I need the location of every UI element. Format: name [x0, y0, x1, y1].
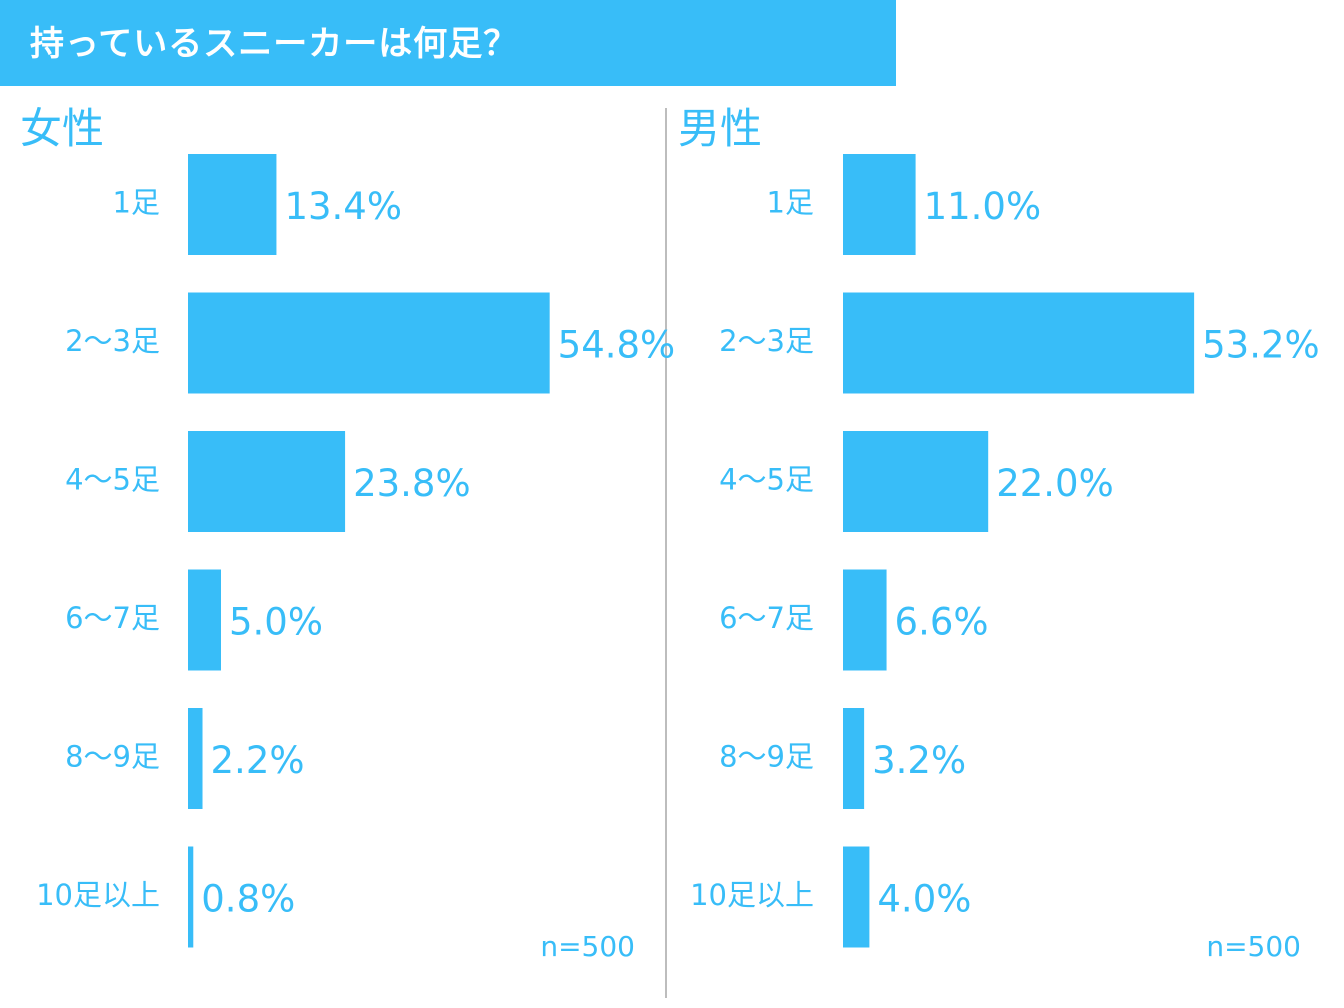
- bar: [188, 154, 277, 255]
- bar: [843, 569, 887, 671]
- bar: [188, 431, 346, 532]
- value-label: 2.2%: [211, 739, 305, 782]
- category-label: 4〜5足: [65, 463, 160, 497]
- bar: [843, 846, 870, 948]
- category-label: 1足: [113, 186, 160, 220]
- value-label: 4.0%: [877, 878, 971, 921]
- value-label: 11.0%: [924, 185, 1042, 228]
- bar: [843, 708, 865, 809]
- panel-0: 女性 1足 13.4% 2〜3足 54.8% 4〜5足 23.8% 6〜7足 5.0% 8〜9足 2…: [20, 104, 675, 963]
- category-label: 2〜3足: [65, 324, 160, 358]
- bar: [188, 846, 194, 948]
- sample-size-label: n=500: [1206, 930, 1301, 963]
- category-label: 6〜7足: [719, 601, 814, 635]
- category-label: 8〜9足: [719, 740, 814, 774]
- title-banner: 持っているスニーカーは何足？: [0, 0, 896, 86]
- value-label: 0.8%: [201, 878, 295, 921]
- value-label: 5.0%: [229, 601, 323, 644]
- value-label: 13.4%: [284, 185, 402, 228]
- category-label: 8〜9足: [65, 740, 160, 774]
- category-label: 4〜5足: [719, 463, 814, 497]
- value-label: 6.6%: [895, 601, 989, 644]
- value-label: 53.2%: [1202, 324, 1320, 367]
- value-label: 23.8%: [353, 462, 471, 505]
- value-label: 3.2%: [872, 739, 966, 782]
- bar: [188, 569, 221, 671]
- value-label: 54.8%: [558, 324, 676, 367]
- panel-title: 女性: [20, 104, 104, 153]
- category-label: 2〜3足: [719, 324, 814, 358]
- bar: [188, 708, 203, 809]
- category-label: 1足: [767, 186, 814, 220]
- bar: [843, 431, 989, 532]
- chart-title: 持っているスニーカーは何足？: [30, 24, 519, 64]
- panel-title: 男性: [678, 104, 762, 153]
- value-label: 22.0%: [996, 462, 1114, 505]
- category-label: 10足以上: [690, 878, 814, 912]
- bar: [843, 292, 1195, 394]
- panel-divider: [665, 108, 667, 998]
- bar: [188, 292, 550, 394]
- category-label: 10足以上: [36, 878, 160, 912]
- bar: [843, 154, 916, 255]
- sample-size-label: n=500: [540, 930, 635, 963]
- category-label: 6〜7足: [65, 601, 160, 635]
